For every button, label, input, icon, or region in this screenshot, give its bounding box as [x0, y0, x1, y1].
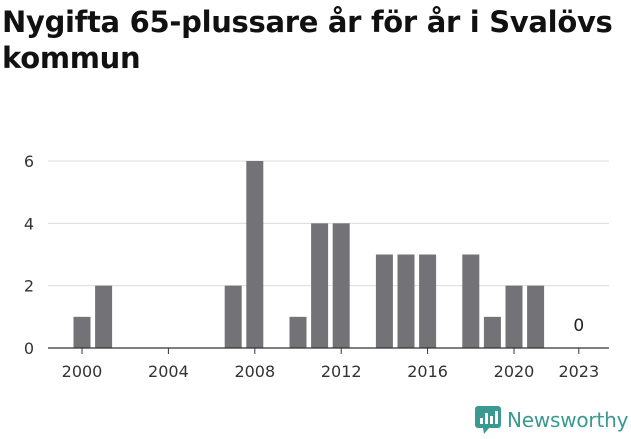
x-tick-label-2016: 2016 — [407, 362, 448, 381]
bar-2019 — [483, 316, 501, 348]
bar-2014 — [375, 254, 393, 348]
bar-2016 — [419, 254, 437, 348]
chart-title: Nygifta 65-plussare år för år i Svalövs … — [2, 5, 613, 75]
y-tick-label-4: 4 — [24, 214, 34, 233]
x-tick-label-2008: 2008 — [234, 362, 275, 381]
bar-2020 — [505, 285, 523, 348]
bar-2001 — [95, 285, 113, 348]
bar-2015 — [397, 254, 415, 348]
newsworthy-logo-icon — [475, 406, 501, 434]
y-tick-label-6: 6 — [24, 152, 34, 171]
annotation-label: 0 — [573, 316, 584, 336]
bar-2011 — [311, 223, 329, 348]
bar-2018 — [462, 254, 480, 348]
bar-2008 — [246, 161, 264, 348]
brand-logo: Newsworthy — [475, 406, 628, 434]
bar-2000 — [73, 316, 91, 348]
bar-2010 — [289, 316, 307, 348]
y-tick-label-2: 2 — [24, 277, 34, 296]
bar-2007 — [224, 285, 242, 348]
x-tick-label-2023: 2023 — [558, 362, 599, 381]
x-tick-label-2000: 2000 — [62, 362, 103, 381]
y-tick-label-0: 0 — [24, 339, 34, 358]
x-tick-label-2012: 2012 — [321, 362, 362, 381]
bar-2021 — [527, 285, 545, 348]
x-tick-label-2004: 2004 — [148, 362, 189, 381]
x-tick-label-2020: 2020 — [494, 362, 535, 381]
brand-name: Newsworthy — [507, 408, 629, 432]
bar-2012 — [332, 223, 350, 348]
